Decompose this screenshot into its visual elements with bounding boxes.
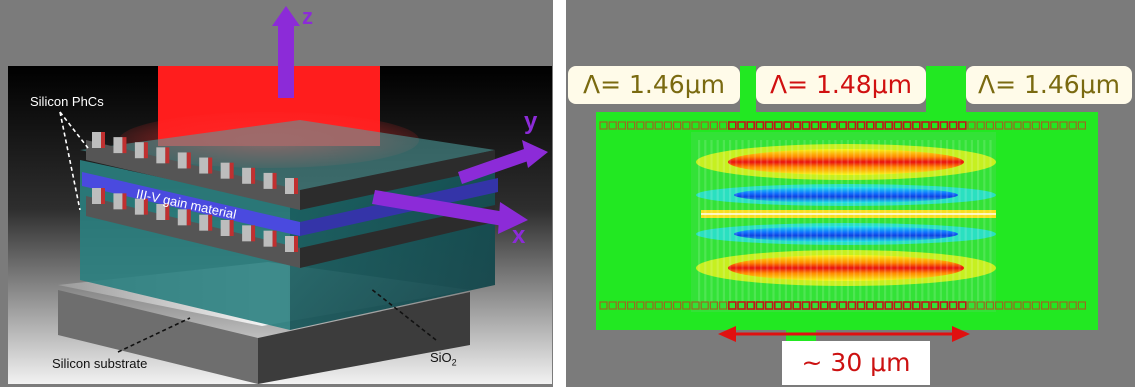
upper-phc-tooth-shadow [122,137,126,153]
period-right-text: Λ= 1.46μm [978,70,1120,99]
upper-phc-tooth-shadow [144,142,148,158]
field-strip-left [740,66,756,116]
upper-phc-tooth [178,152,187,168]
lower-phc-tooth-shadow [230,220,234,236]
period-label-left: Λ= 1.46μm [568,66,740,104]
upper-phc-tooth [199,158,208,174]
field-profile-drawing [566,0,1135,387]
upper-phc-tooth-shadow [101,132,105,148]
period-label-right: Λ= 1.46μm [966,66,1132,104]
upper-phc-tooth [156,147,165,163]
sio2-text: SiO [430,350,452,365]
lower-phc-tooth [92,188,101,204]
lower-phc-tooth [242,225,251,241]
upper-phc-tooth [92,132,101,148]
period-center-text: Λ= 1.48μm [770,70,912,99]
upper-phc-tooth [135,142,144,158]
mode-field [596,112,1098,330]
lower-phc-tooth [199,215,208,231]
lower-phc-tooth-shadow [122,193,126,209]
y-axis-label: y [524,108,537,136]
device-schematic-panel: Silicon PhCs III-V gain material Silicon… [0,0,553,387]
lower-phc-tooth [264,231,273,247]
top-margin [0,0,553,66]
lower-phc-tooth [285,236,294,252]
upper-phc-tooth-shadow [251,168,255,184]
z-axis-shaft [278,24,294,98]
field-edge-fade [596,112,1098,330]
upper-phc-tooth-shadow [294,178,298,194]
upper-phc-tooth-shadow [187,152,191,168]
upper-phc-tooth [264,173,273,189]
upper-phc-tooth [285,178,294,194]
silicon-substrate-label: Silicon substrate [52,356,147,371]
upper-phc-tooth-shadow [165,147,169,163]
upper-phc-tooth [221,163,230,179]
upper-phc-tooth-shadow [273,173,277,189]
cavity-length-label: ~ 30 μm [782,341,930,385]
cavity-length-text: ~ 30 μm [802,348,911,377]
upper-phc-tooth-shadow [208,158,212,174]
period-label-center: Λ= 1.48μm [756,66,926,104]
upper-phc-tooth [242,168,251,184]
x-axis-label: x [512,222,525,250]
z-axis-label: z [302,4,313,30]
period-left-text: Λ= 1.46μm [583,70,725,99]
lower-phc-tooth-shadow [251,225,255,241]
sio2-subscript: 2 [452,358,457,368]
lower-phc-tooth [221,220,230,236]
lower-phc-tooth-shadow [273,231,277,247]
device-schematic-drawing [0,0,553,387]
lower-phc-tooth [113,193,122,209]
lower-phc-tooth-shadow [101,188,105,204]
field-profile-panel: Λ= 1.46μm Λ= 1.48μm Λ= 1.46μm ~ 30 μm [566,0,1135,387]
lower-phc-tooth-shadow [294,236,298,252]
field-strip-right [926,66,966,116]
lower-phc-tooth [178,209,187,225]
sio2-label: SiO2 [430,350,457,368]
upper-phc-tooth [113,137,122,153]
silicon-phcs-label: Silicon PhCs [30,94,104,109]
upper-phc-tooth-shadow [230,163,234,179]
